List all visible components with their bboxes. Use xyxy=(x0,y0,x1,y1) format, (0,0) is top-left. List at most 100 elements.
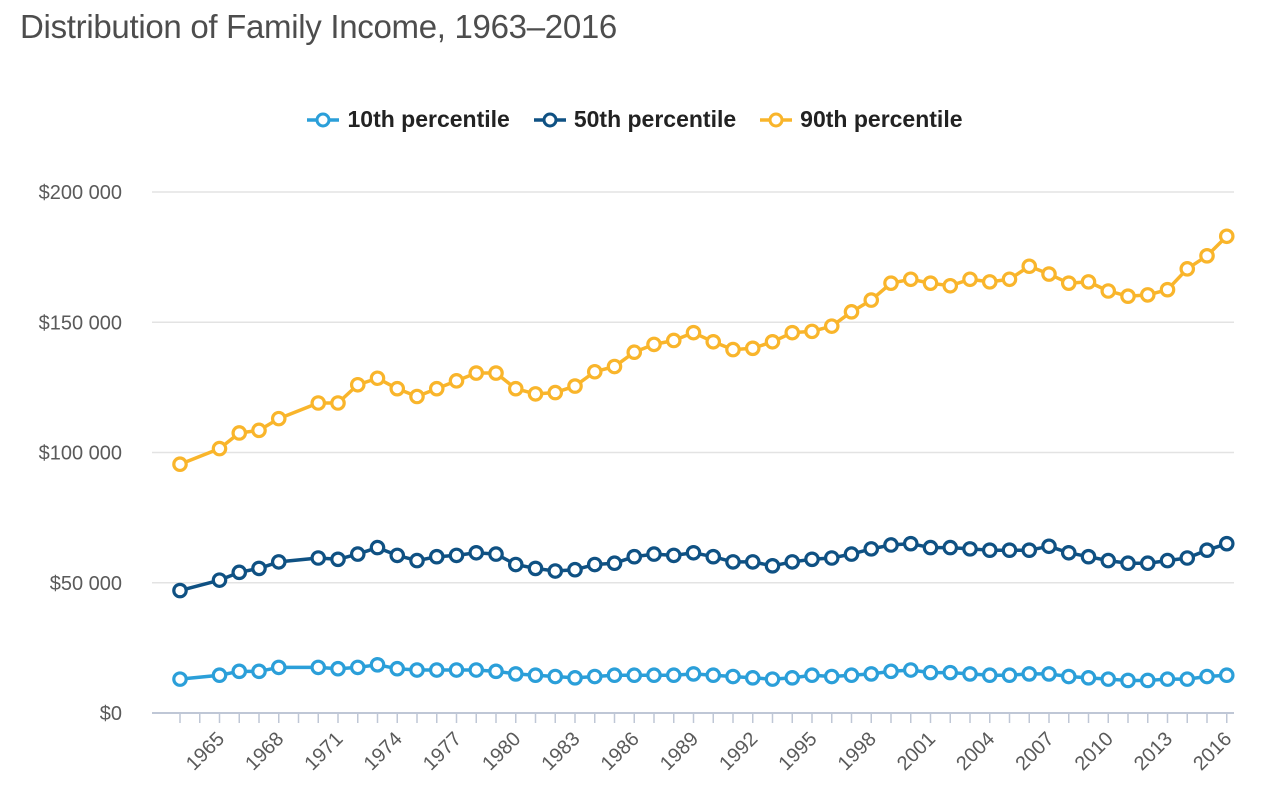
data-point xyxy=(784,554,801,570)
data-point xyxy=(764,333,781,350)
data-point xyxy=(1080,274,1097,290)
data-point xyxy=(1218,535,1235,552)
y-tick-label: $100 000 xyxy=(39,443,122,465)
data-point xyxy=(507,380,524,397)
data-point xyxy=(1041,666,1057,682)
data-point xyxy=(1021,542,1038,558)
data-point xyxy=(330,395,346,411)
data-point xyxy=(468,544,485,561)
data-point xyxy=(428,380,445,397)
legend-label: 90th percentile xyxy=(800,106,963,132)
data-point xyxy=(448,662,465,678)
data-point xyxy=(646,667,662,684)
data-point xyxy=(725,554,741,570)
data-point xyxy=(962,541,978,557)
data-point xyxy=(172,456,188,473)
data-point xyxy=(567,670,583,686)
x-tick-label: 1974 xyxy=(360,728,407,775)
y-tick-label: $200 000 xyxy=(39,182,122,204)
data-point xyxy=(1060,544,1077,561)
data-point xyxy=(764,558,781,574)
data-point xyxy=(448,373,465,389)
data-point xyxy=(527,560,544,577)
data-point xyxy=(823,550,840,566)
data-point xyxy=(211,667,228,684)
data-point xyxy=(744,670,761,686)
data-point xyxy=(1060,668,1077,685)
data-point xyxy=(567,561,583,578)
data-point xyxy=(705,333,722,350)
legend: 10th percentile 50th percentile 90th perce… xyxy=(0,106,1268,133)
data-point xyxy=(685,544,702,561)
x-tick-label: 1992 xyxy=(715,728,762,775)
x-tick-label: 1965 xyxy=(182,728,229,775)
data-point xyxy=(606,358,623,375)
data-point xyxy=(586,556,603,573)
data-point xyxy=(231,425,248,441)
data-point xyxy=(1080,670,1097,686)
data-point xyxy=(804,323,820,340)
data-point xyxy=(270,659,287,676)
series-line-2 xyxy=(179,541,1228,593)
data-point xyxy=(330,551,346,568)
legend-label: 50th percentile xyxy=(573,106,737,132)
data-point xyxy=(942,664,959,681)
data-point xyxy=(1199,668,1215,685)
x-tick-label: 2013 xyxy=(1130,728,1177,775)
data-point xyxy=(1179,671,1196,687)
data-point xyxy=(1041,266,1057,282)
data-point xyxy=(804,551,820,568)
x-tick-label: 2004 xyxy=(952,728,999,775)
legend-item-1[interactable]: 10th percentile xyxy=(305,106,510,133)
data-point xyxy=(330,660,346,677)
data-point xyxy=(1139,672,1156,689)
data-point xyxy=(428,662,445,678)
x-tick-label: 1968 xyxy=(241,728,288,775)
data-point xyxy=(922,275,939,291)
data-point xyxy=(369,539,386,556)
data-point xyxy=(1120,288,1136,304)
data-point xyxy=(349,659,366,676)
data-point xyxy=(231,663,248,680)
data-point xyxy=(389,380,406,397)
data-point xyxy=(369,370,386,387)
data-point xyxy=(1041,538,1057,555)
data-point xyxy=(270,554,287,570)
data-point xyxy=(942,277,959,294)
data-point xyxy=(823,318,840,334)
legend-item-2[interactable]: 50th percentile xyxy=(532,106,736,133)
data-point xyxy=(981,274,998,290)
data-point xyxy=(685,666,702,682)
series-line-1 xyxy=(179,663,1227,683)
data-point xyxy=(744,340,761,357)
data-point xyxy=(784,670,801,686)
legend-marker-icon xyxy=(533,112,566,127)
data-point xyxy=(922,539,939,556)
data-point xyxy=(409,388,425,405)
data-point xyxy=(1001,271,1018,288)
y-tick-label: $50 000 xyxy=(50,573,122,595)
data-point xyxy=(606,667,623,684)
data-point xyxy=(1060,275,1077,291)
chart-title: Distribution of Family Income, 1963–2016 xyxy=(20,8,617,45)
data-point xyxy=(389,660,406,677)
data-point xyxy=(705,548,722,565)
x-tick-label: 1983 xyxy=(538,728,585,775)
data-point xyxy=(1021,666,1038,682)
data-point xyxy=(172,582,188,599)
x-tick-label: 2007 xyxy=(1012,728,1059,775)
data-point xyxy=(646,336,662,353)
data-point xyxy=(527,386,544,402)
data-point xyxy=(567,378,583,394)
x-tick-label: 2010 xyxy=(1071,728,1118,775)
data-point xyxy=(626,548,643,565)
x-tick-label: 1998 xyxy=(834,728,881,775)
legend-item-3[interactable]: 90th percentile xyxy=(758,106,963,133)
data-point xyxy=(843,546,860,562)
x-tick-label: 1995 xyxy=(775,728,822,775)
data-point xyxy=(1100,283,1117,299)
data-point xyxy=(744,554,761,570)
y-tick-label: $0 xyxy=(100,703,122,725)
x-tick-label: 2001 xyxy=(893,728,940,775)
data-point xyxy=(981,667,998,684)
